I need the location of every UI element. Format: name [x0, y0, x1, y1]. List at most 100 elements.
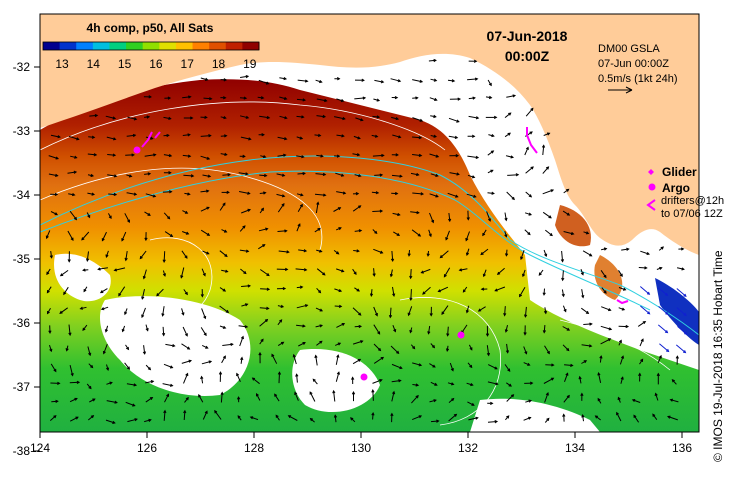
velocity-arrow	[49, 415, 57, 421]
velocity-arrow-head	[281, 173, 286, 177]
velocity-arrow-head	[528, 416, 532, 420]
velocity-arrow-head	[225, 309, 230, 314]
velocity-arrow	[392, 286, 395, 296]
velocity-arrow-head	[185, 396, 189, 401]
velocity-arrow-head	[443, 274, 447, 278]
velocity-arrow-head	[546, 350, 550, 355]
velocity-arrow	[98, 267, 108, 270]
velocity-arrow	[390, 269, 393, 277]
velocity-arrow-head	[454, 135, 459, 139]
velocity-arrow-head	[589, 322, 593, 326]
velocity-arrow-head	[333, 414, 338, 418]
velocity-arrow-head	[358, 312, 362, 316]
velocity-arrow	[183, 174, 194, 177]
velocity-arrow	[621, 248, 629, 251]
velocity-arrow-head	[300, 193, 304, 197]
velocity-arrow	[466, 248, 470, 256]
velocity-arrow-head	[336, 251, 340, 255]
velocity-arrow	[220, 392, 223, 403]
velocity-arrow-head	[434, 97, 438, 101]
velocity-arrow	[200, 190, 209, 193]
velocity-arrow-head	[53, 368, 57, 373]
velocity-arrow-head	[294, 391, 298, 395]
velocity-arrow-head	[82, 268, 86, 272]
velocity-arrow-head	[168, 153, 173, 158]
glider-legend: Glider	[648, 165, 697, 179]
velocity-arrow-head	[642, 320, 647, 325]
velocity-arrow-head	[283, 77, 288, 81]
velocity-arrow-head	[434, 382, 438, 386]
velocity-arrow-head	[487, 218, 491, 222]
velocity-arrow-head	[258, 351, 262, 356]
velocity-arrow	[372, 154, 384, 157]
velocity-arrow-head	[205, 345, 209, 349]
velocity-arrow	[659, 343, 669, 352]
velocity-arrow	[506, 343, 509, 353]
velocity-arrow-head	[185, 231, 190, 235]
velocity-arrow	[277, 230, 287, 232]
velocity-arrow	[412, 117, 423, 122]
velocity-arrow-head	[396, 232, 401, 236]
velocity-arrow	[279, 77, 287, 80]
velocity-arrow-head	[337, 207, 342, 211]
velocity-arrow-head	[265, 81, 270, 85]
velocity-arrow	[468, 115, 479, 119]
velocity-arrow-head	[437, 289, 441, 293]
velocity-arrow-head	[490, 401, 494, 406]
x-tick-label: 132	[458, 441, 478, 455]
velocity-arrow	[354, 97, 366, 100]
velocity-arrow-head	[504, 253, 509, 257]
velocity-arrow-head	[341, 269, 345, 273]
velocity-arrow-head	[508, 383, 512, 387]
velocity-arrow-head	[121, 238, 125, 242]
velocity-arrow	[564, 364, 573, 366]
velocity-arrow	[543, 325, 546, 333]
velocity-arrow	[182, 134, 190, 136]
velocity-arrow-head	[420, 192, 425, 196]
velocity-arrow-head	[320, 154, 324, 158]
velocity-arrow	[600, 270, 607, 278]
velocity-arrow	[296, 155, 304, 158]
velocity-arrow	[637, 321, 646, 327]
velocity-arrow-head	[620, 376, 624, 380]
velocity-arrow	[69, 210, 77, 220]
velocity-arrow-head	[292, 353, 296, 358]
velocity-arrow	[524, 229, 531, 235]
velocity-arrow	[202, 411, 208, 420]
velocity-arrow-head	[141, 314, 145, 319]
velocity-arrow-head	[134, 418, 138, 422]
velocity-arrow-head	[351, 391, 356, 395]
velocity-arrow	[316, 115, 326, 118]
velocity-arrow	[391, 250, 394, 262]
velocity-arrow-head	[666, 348, 670, 353]
velocity-arrow	[600, 338, 611, 345]
velocity-arrow-head	[275, 414, 279, 418]
velocity-arrow-head	[544, 253, 548, 258]
velocity-arrow-head	[67, 259, 71, 263]
velocity-arrow	[410, 269, 412, 279]
velocity-arrow	[412, 362, 422, 366]
velocity-arrow	[277, 136, 287, 140]
velocity-arrow	[274, 394, 280, 402]
velocity-arrow-head	[264, 173, 268, 178]
velocity-arrow-head	[435, 173, 439, 177]
velocity-arrow-head	[435, 154, 440, 158]
x-tick-label: 128	[244, 441, 264, 455]
velocity-arrow-head	[429, 313, 433, 317]
velocity-arrow	[487, 364, 498, 370]
velocity-arrow-head	[112, 153, 117, 157]
velocity-arrow	[256, 393, 261, 401]
velocity-arrow-head	[392, 390, 396, 395]
velocity-arrow-head	[240, 356, 244, 361]
velocity-arrow	[466, 305, 470, 313]
argo-legend: Argo	[648, 181, 690, 195]
velocity-arrow	[372, 390, 374, 401]
contour-5	[559, 319, 671, 371]
velocity-arrow-head	[495, 382, 499, 386]
velocity-arrow-head	[338, 289, 343, 293]
velocity-arrow	[239, 225, 246, 232]
velocity-arrow-head	[83, 288, 87, 293]
velocity-arrow	[352, 340, 363, 345]
velocity-arrow	[219, 250, 228, 257]
velocity-arrow-head	[128, 174, 133, 178]
